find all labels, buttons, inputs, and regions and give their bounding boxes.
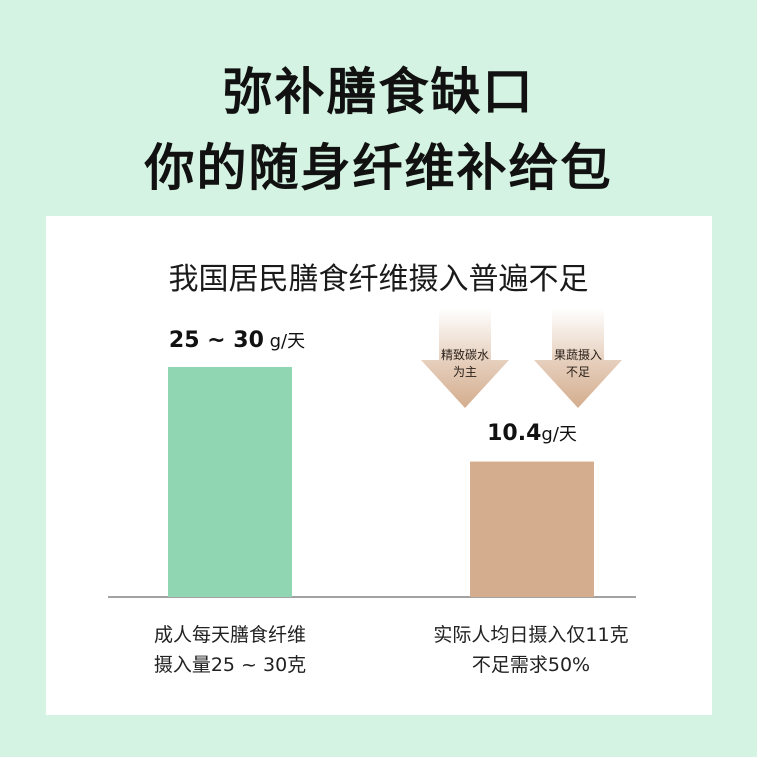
category-line: 不足需求50%: [471, 654, 591, 676]
annotation-line: 果蔬摄入: [553, 348, 602, 362]
annotation-2: 果蔬摄入 不足: [533, 347, 623, 381]
value-text: 10.4: [487, 421, 542, 446]
annotation-line: 精致碳水: [440, 348, 489, 362]
category-label-2: 实际人均日摄入仅11克 不足需求50%: [381, 620, 681, 680]
category-label-1: 成人每天膳食纤维 摄入量25 ~ 30克: [80, 620, 380, 680]
category-line: 成人每天膳食纤维: [153, 624, 306, 646]
headline-line-1: 弥补膳食缺口: [222, 63, 535, 121]
down-arrow-icon: [421, 308, 509, 408]
annotation-line: 不足: [565, 365, 590, 379]
value-text: 25 ~ 30: [168, 328, 264, 353]
annotation-1: 精致碳水 为主: [420, 347, 510, 381]
bar-2: [470, 461, 594, 597]
value-unit: g/天: [263, 331, 306, 352]
category-line: 实际人均日摄入仅11克: [433, 624, 629, 646]
value-unit: g/天: [541, 424, 577, 445]
value-label-2: 10.4g/天: [432, 420, 632, 446]
chart-panel: [46, 216, 712, 715]
annotation-line: 为主: [452, 365, 477, 379]
down-arrow-icon: [534, 308, 622, 408]
value-label-1: 25 ~ 30 g/天: [137, 327, 337, 353]
headline-line-2: 你的随身纤维补给包: [144, 139, 613, 197]
bar-1: [168, 367, 292, 597]
category-line: 摄入量25 ~ 30克: [153, 654, 307, 676]
chart-title: 我国居民膳食纤维摄入普遍不足: [168, 262, 589, 297]
